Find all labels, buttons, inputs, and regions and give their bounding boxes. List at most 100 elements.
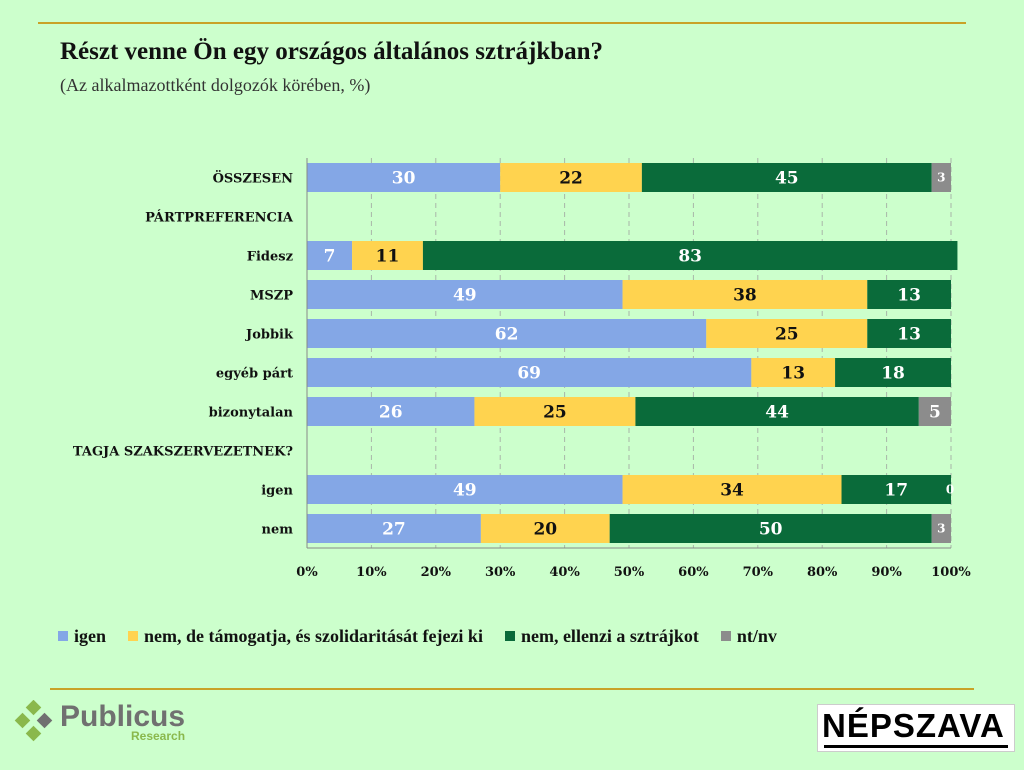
category-label: PÁRTPREFERENCIA — [145, 210, 294, 226]
data-label: 3 — [937, 522, 945, 536]
data-label: 25 — [543, 403, 567, 423]
bar-segment — [307, 358, 752, 387]
bar-segment — [622, 280, 868, 309]
data-label: 20 — [533, 520, 557, 540]
x-tick-label: 30% — [485, 565, 516, 580]
top-rule — [38, 22, 966, 24]
publicus-name: Publicus — [60, 700, 186, 733]
bar-segment — [609, 514, 932, 543]
bar-segment — [918, 397, 951, 426]
data-label: 49 — [453, 481, 477, 501]
legend-label: nem, de támogatja, és szolidaritását fej… — [144, 625, 483, 646]
category-label: ÖSSZESEN — [213, 170, 294, 187]
chart-title: Részt venne Ön egy országos általános sz… — [60, 38, 604, 65]
category-label: Jobbik — [245, 328, 294, 343]
data-label: 50 — [759, 520, 783, 540]
legend-item-ntnv: nt/nv — [720, 625, 777, 647]
bar-segment — [480, 514, 610, 543]
category-label: igen — [261, 484, 293, 499]
bar-segment — [622, 475, 842, 504]
bar-segment — [867, 319, 951, 348]
category-label: bizonytalan — [209, 406, 294, 421]
data-label: 5 — [929, 403, 941, 423]
legend-label: igen — [74, 625, 107, 646]
data-label: 22 — [559, 169, 583, 189]
legend-item-tamogat: nem, de támogatja, és szolidaritását fej… — [128, 626, 483, 647]
data-label: 27 — [382, 520, 406, 540]
bar-segment — [706, 319, 868, 348]
category-label: MSZP — [250, 289, 293, 304]
data-label: 45 — [775, 169, 799, 189]
category-label: Fidesz — [247, 250, 293, 265]
data-label: 3 — [937, 171, 945, 185]
data-label: 49 — [453, 286, 477, 306]
data-label: 7 — [324, 247, 336, 267]
data-label: 83 — [678, 247, 702, 267]
data-label: 13 — [897, 325, 921, 345]
legend: igen nem, de támogatja, és szolidaritásá… — [58, 624, 799, 648]
data-label: 30 — [392, 169, 416, 189]
data-label: 18 — [881, 364, 905, 384]
legend-swatch-tamogat — [128, 631, 139, 641]
x-tick-label: 0% — [296, 565, 318, 580]
data-label: 69 — [517, 364, 541, 384]
nepszava-logo: NÉPSZAVA — [817, 704, 1015, 752]
data-label: 13 — [781, 364, 805, 384]
nepszava-name: NÉPSZAVA — [822, 707, 1005, 744]
bottom-rule — [50, 688, 974, 690]
bar-segment — [835, 358, 951, 387]
legend-item-ellenzi: nem, ellenzi a sztrájkot — [504, 625, 699, 647]
bar-segment — [635, 397, 919, 426]
category-label: egyéb párt — [216, 367, 293, 382]
bar-segment — [307, 475, 623, 504]
bar-segment — [867, 280, 951, 309]
publicus-sub: Research — [130, 729, 186, 743]
x-tick-label: 80% — [807, 565, 838, 580]
bar-segment — [307, 280, 623, 309]
data-label: 38 — [733, 286, 757, 306]
bar-segment — [307, 319, 707, 348]
x-tick-label: 90% — [871, 565, 902, 580]
data-label: 17 — [884, 481, 908, 501]
data-label: 26 — [379, 403, 403, 423]
data-label: 34 — [720, 481, 744, 501]
bar-segment — [500, 163, 642, 192]
x-tick-label: 60% — [678, 565, 709, 580]
nepszava-bar — [824, 745, 1008, 748]
bar-segment — [307, 241, 353, 270]
bar-segment — [307, 397, 475, 426]
chart-subtitle: (Az alkalmazottként dolgozók körében, %) — [60, 75, 371, 95]
bar-segment — [422, 241, 958, 270]
data-label: 25 — [775, 325, 799, 345]
legend-swatch-ellenzi — [504, 631, 515, 641]
data-label: 0 — [946, 483, 954, 497]
x-tick-label: 70% — [743, 565, 774, 580]
category-label: nem — [262, 523, 294, 538]
legend-swatch-igen — [58, 631, 68, 641]
bar-segment — [931, 514, 951, 543]
bar-segment — [641, 163, 932, 192]
legend-swatch-ntnv — [720, 631, 731, 641]
publicus-logo: Publicus Research — [14, 700, 185, 744]
publicus-diamond-icon — [14, 700, 53, 742]
x-tick-label: 50% — [614, 565, 645, 580]
bar-segment — [352, 241, 423, 270]
legend-label: nem, ellenzi a sztrájkot — [520, 625, 699, 646]
data-label: 13 — [897, 286, 921, 306]
x-tick-label: 100% — [931, 565, 971, 580]
category-label: TAGJA SZAKSZERVEZETNEK? — [73, 445, 293, 460]
bar-segment — [931, 163, 951, 192]
x-tick-label: 10% — [356, 565, 387, 580]
data-label: 11 — [376, 247, 400, 267]
x-tick-label: 20% — [421, 565, 452, 580]
bar-segment — [751, 358, 836, 387]
bar-segment — [307, 514, 481, 543]
legend-item-igen: igen — [58, 626, 106, 647]
data-label: 44 — [765, 403, 789, 423]
bar-segment — [474, 397, 636, 426]
x-tick-label: 40% — [549, 565, 580, 580]
data-label: 62 — [495, 325, 519, 345]
legend-label: nt/nv — [736, 625, 777, 646]
bar-segment — [841, 475, 951, 504]
